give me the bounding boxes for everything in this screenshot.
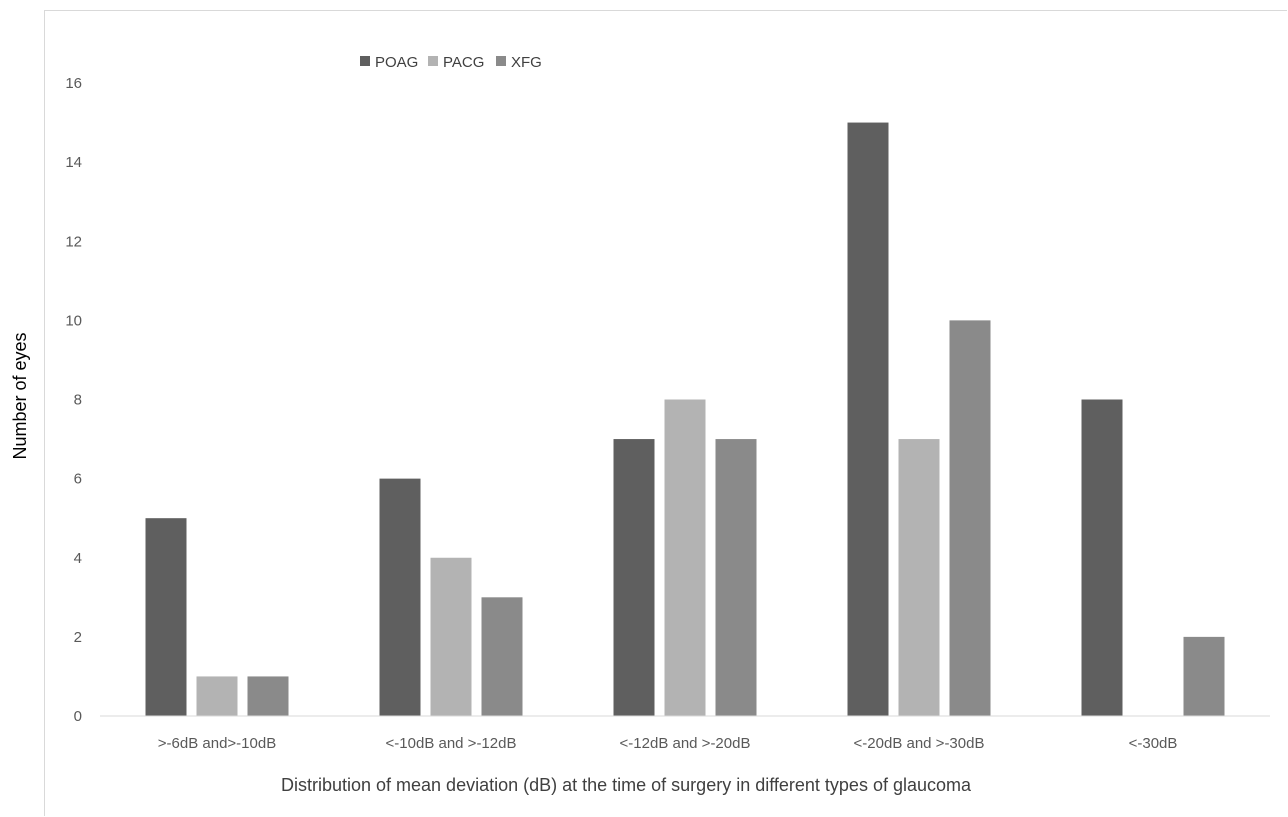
bar-xfg-3 — [715, 439, 757, 716]
y-tick-label: 10 — [65, 312, 82, 329]
x-tick-label: <-10dB and >-12dB — [386, 735, 517, 752]
legend-swatch-poag — [360, 56, 370, 66]
bar-xfg-2 — [481, 597, 523, 716]
y-tick-label: 2 — [74, 629, 82, 646]
bar-poag-1 — [145, 518, 187, 716]
legend-label-pacg: PACG — [443, 54, 484, 71]
y-tick-label: 6 — [74, 471, 82, 488]
legend-label-poag: POAG — [375, 54, 418, 71]
bar-pacg-1 — [196, 676, 238, 716]
bar-poag-3 — [613, 439, 655, 716]
y-tick-label: 0 — [74, 708, 82, 725]
x-tick-label: <-30dB — [1129, 735, 1178, 752]
x-axis-ticks: >-6dB and>-10dB <-10dB and >-12dB <-12dB a… — [158, 735, 1178, 752]
x-tick-label: >-6dB and>-10dB — [158, 735, 276, 752]
bar-poag-5 — [1081, 399, 1123, 716]
bar-poag-4 — [847, 122, 889, 716]
x-tick-label: <-20dB and >-30dB — [854, 735, 985, 752]
y-tick-label: 16 — [65, 75, 82, 92]
bars — [145, 122, 1225, 716]
bar-pacg-3 — [664, 399, 706, 716]
chart-frame — [44, 10, 1287, 816]
legend-swatch-xfg — [496, 56, 506, 66]
bar-xfg-4 — [949, 320, 991, 716]
legend-label-xfg: XFG — [511, 54, 542, 71]
bar-xfg-5 — [1183, 636, 1225, 716]
x-tick-label: <-12dB and >-20dB — [620, 735, 751, 752]
bar-xfg-1 — [247, 676, 289, 716]
bar-pacg-2 — [430, 557, 472, 716]
bar-pacg-4 — [898, 439, 940, 716]
y-axis-ticks: 0 2 4 6 8 10 12 14 16 — [65, 75, 82, 725]
y-axis-title: Number of eyes — [10, 332, 30, 459]
y-tick-label: 8 — [74, 392, 82, 409]
legend: POAG PACG XFG — [360, 54, 542, 71]
x-axis-title: Distribution of mean deviation (dB) at t… — [281, 775, 972, 795]
legend-swatch-pacg — [428, 56, 438, 66]
bar-poag-2 — [379, 478, 421, 716]
y-tick-label: 4 — [74, 550, 82, 567]
y-tick-label: 12 — [65, 233, 82, 250]
y-tick-label: 14 — [65, 154, 82, 171]
